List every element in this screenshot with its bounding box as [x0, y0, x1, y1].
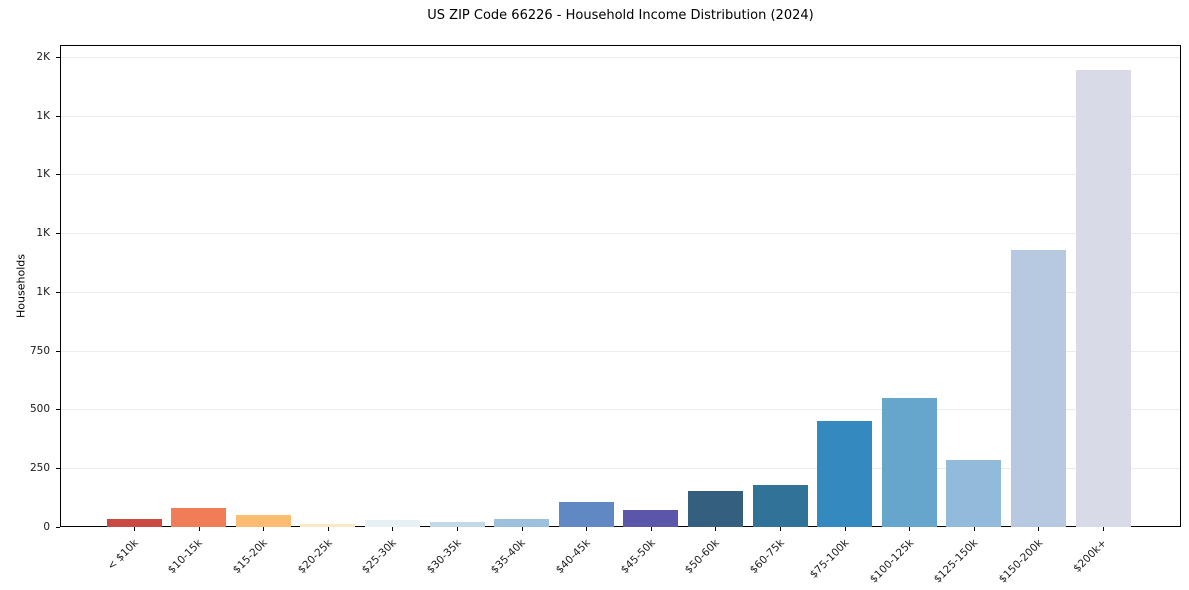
- bar-2: [235, 515, 291, 527]
- gridline-1K: [61, 174, 1180, 175]
- y-tick-label-7: 1K: [36, 110, 50, 122]
- y-tick-6: [56, 174, 60, 175]
- bar-4: [364, 520, 420, 527]
- x-tick-label-0: < $10k: [104, 537, 141, 573]
- gridline-1K: [61, 116, 1180, 117]
- x-tick-label-15: $200k+: [1071, 537, 1110, 575]
- y-tick-1: [56, 468, 60, 469]
- y-tick-5: [56, 233, 60, 234]
- bar-11: [817, 421, 873, 527]
- y-tick-label-3: 750: [29, 345, 50, 357]
- x-tick-label-4: $25-30k: [359, 537, 399, 577]
- x-tick-label-13: $125-150k: [931, 537, 981, 586]
- x-tick-10: [780, 527, 781, 531]
- gridline-2K: [61, 57, 1180, 58]
- y-tick-8: [56, 57, 60, 58]
- y-tick-label-8: 2K: [36, 51, 50, 63]
- x-tick-label-8: $45-50k: [618, 537, 658, 577]
- bar-1: [171, 508, 227, 527]
- gridline-500: [61, 409, 1180, 410]
- bar-8: [623, 510, 679, 527]
- bar-14: [1010, 250, 1066, 527]
- x-tick-0: [134, 527, 135, 531]
- x-tick-2: [263, 527, 264, 531]
- x-tick-label-6: $35-40k: [489, 537, 529, 577]
- x-tick-12: [909, 527, 910, 531]
- x-tick-label-14: $150-200k: [996, 537, 1045, 586]
- bar-10: [752, 485, 808, 527]
- plot-area: [60, 45, 1181, 527]
- x-tick-1: [199, 527, 200, 531]
- x-tick-label-11: $75-100k: [807, 537, 852, 581]
- x-tick-7: [586, 527, 587, 531]
- x-tick-3: [328, 527, 329, 531]
- bar-5: [429, 522, 485, 527]
- bar-3: [300, 524, 356, 527]
- gridline-1K: [61, 233, 1180, 234]
- x-tick-label-9: $50-60k: [682, 537, 722, 577]
- bar-9: [687, 491, 743, 527]
- y-tick-label-4: 1K: [36, 286, 50, 298]
- x-tick-4: [392, 527, 393, 531]
- gridline-1K: [61, 292, 1180, 293]
- chart-title: US ZIP Code 66226 - Household Income Dis…: [427, 8, 814, 23]
- y-tick-label-6: 1K: [36, 168, 50, 180]
- x-tick-label-12: $100-125k: [867, 537, 916, 586]
- x-tick-label-1: $10-15k: [166, 537, 206, 577]
- x-tick-label-10: $60-75k: [747, 537, 787, 577]
- bar-15: [1075, 70, 1131, 527]
- x-tick-6: [522, 527, 523, 531]
- x-tick-label-3: $20-25k: [295, 537, 335, 577]
- bar-12: [881, 398, 937, 527]
- x-tick-15: [1103, 527, 1104, 531]
- bar-0: [106, 519, 162, 527]
- bar-7: [558, 502, 614, 527]
- x-tick-9: [715, 527, 716, 531]
- y-axis-title: Households: [14, 254, 28, 318]
- x-tick-5: [457, 527, 458, 531]
- x-tick-label-5: $30-35k: [424, 537, 464, 577]
- gridline-250: [61, 468, 1180, 469]
- y-tick-2: [56, 409, 60, 410]
- y-tick-4: [56, 292, 60, 293]
- y-tick-7: [56, 116, 60, 117]
- bar-6: [494, 519, 550, 527]
- y-tick-label-1: 250: [29, 462, 50, 474]
- y-tick-0: [56, 527, 60, 528]
- gridline-750: [61, 351, 1180, 352]
- y-tick-label-0: 0: [43, 521, 50, 533]
- x-tick-label-2: $15-20k: [230, 537, 270, 577]
- x-tick-11: [845, 527, 846, 531]
- y-tick-label-5: 1K: [36, 227, 50, 239]
- y-tick-3: [56, 351, 60, 352]
- bar-13: [946, 460, 1002, 527]
- x-tick-8: [651, 527, 652, 531]
- x-tick-label-7: $40-45k: [553, 537, 593, 577]
- x-tick-13: [974, 527, 975, 531]
- x-tick-14: [1038, 527, 1039, 531]
- y-tick-label-2: 500: [29, 403, 50, 415]
